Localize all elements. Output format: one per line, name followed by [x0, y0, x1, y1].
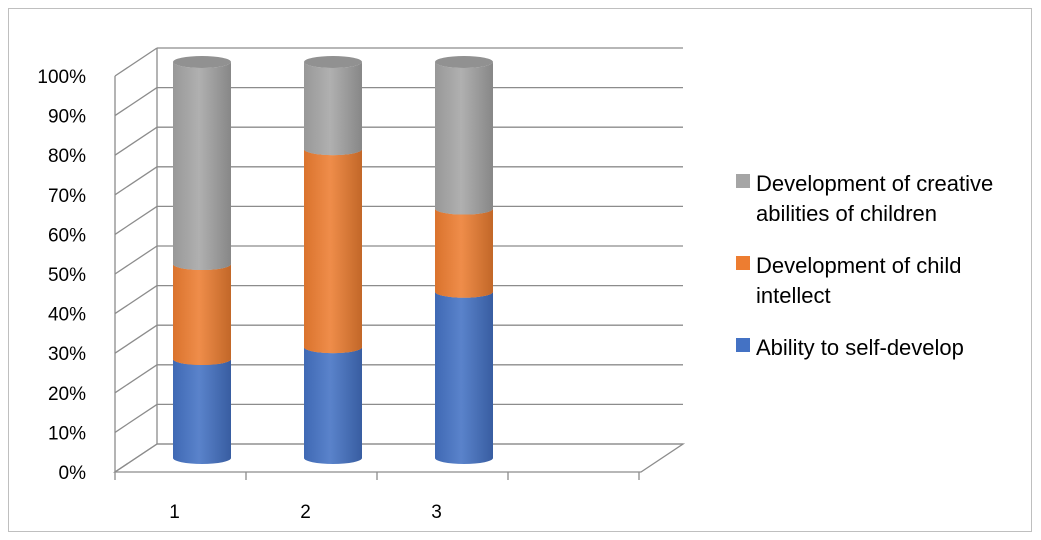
y-tick-label: 100% — [37, 67, 86, 88]
x-tick-label: 1 — [169, 502, 180, 523]
side-wall-gridline — [114, 324, 158, 354]
side-wall-gridline — [114, 364, 158, 394]
legend-label: abilities of children — [756, 201, 937, 226]
legend-swatch — [736, 338, 750, 352]
side-wall-gridline — [114, 166, 158, 196]
legend-label: Development of creative — [756, 171, 993, 196]
cylinder-segment — [304, 149, 362, 354]
cylinder-segment — [304, 62, 362, 156]
side-wall-gridline — [114, 87, 158, 117]
cylinder-top — [435, 56, 493, 68]
legend-swatch — [736, 256, 750, 270]
cylinder-segment — [435, 291, 493, 464]
side-wall-gridline — [114, 285, 158, 315]
y-tick-label: 20% — [48, 384, 86, 405]
y-tick-label: 70% — [48, 186, 86, 207]
side-wall-gridline — [114, 245, 158, 275]
side-wall-gridline — [114, 47, 158, 77]
y-tick-label: 80% — [48, 146, 86, 167]
cylinder-top — [173, 56, 231, 68]
cylinder-segment — [435, 208, 493, 298]
legend-label: intellect — [756, 283, 831, 308]
chart-floor — [112, 443, 686, 473]
cylinder-segment — [173, 359, 231, 464]
y-tick-label: 30% — [48, 344, 86, 365]
legend-label: Ability to self-develop — [756, 335, 964, 360]
y-tick-label: 90% — [48, 107, 86, 128]
cylinder-segment — [173, 62, 231, 270]
legend-label: Development of child — [756, 253, 961, 278]
legend-swatch — [736, 174, 750, 188]
side-wall-gridline — [114, 205, 158, 235]
cylinder-top — [304, 56, 362, 68]
cylinder-segment — [435, 62, 493, 215]
cylinder-segment — [304, 347, 362, 464]
y-tick-label: 40% — [48, 305, 86, 326]
y-tick-label: 0% — [59, 463, 87, 484]
side-wall-gridline — [114, 126, 158, 156]
y-tick-label: 60% — [48, 225, 86, 246]
y-tick-label: 10% — [48, 423, 86, 444]
y-tick-label: 50% — [48, 265, 86, 286]
x-tick-label: 2 — [300, 502, 311, 523]
side-wall-gridline — [114, 403, 158, 433]
x-tick-label: 3 — [431, 502, 442, 523]
cylinder-segment — [173, 263, 231, 365]
